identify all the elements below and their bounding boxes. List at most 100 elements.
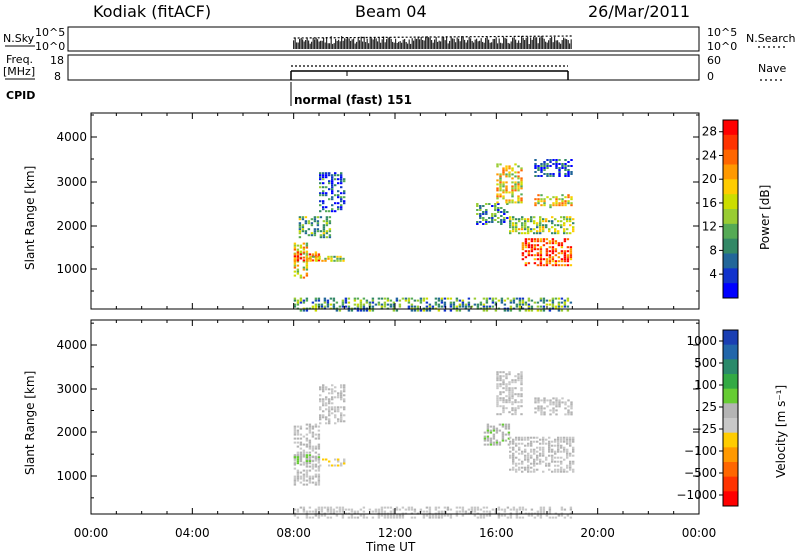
vel-cell: [498, 423, 502, 426]
vel-cell: [314, 475, 318, 478]
power-cell: [371, 305, 375, 308]
vel-cell: [328, 388, 331, 391]
power-colorbar-label: Power [dB]: [758, 185, 772, 250]
velocity-colorbar-tick-label: 100: [694, 378, 717, 392]
power-cell: [482, 305, 486, 308]
vel-cell: [555, 409, 558, 412]
power-cell: [437, 303, 441, 306]
vel-cell: [377, 514, 381, 517]
power-cell: [476, 223, 479, 225]
power-cell: [500, 215, 503, 217]
power-cell: [558, 171, 561, 173]
vel-cell: [308, 439, 312, 442]
vel-cell: [558, 403, 561, 406]
power-cell: [434, 297, 438, 300]
y-tick-label: 1000: [56, 262, 87, 276]
vel-cell: [488, 510, 492, 513]
power-cell: [499, 181, 502, 184]
power-cell: [549, 175, 552, 177]
power-cell: [549, 204, 552, 207]
vel-cell: [517, 395, 520, 398]
power-cell: [293, 244, 297, 247]
vel-cell: [518, 446, 521, 449]
vel-cell: [560, 456, 563, 459]
power-cell: [569, 232, 572, 235]
vel-cell: [422, 514, 426, 517]
power-cell: [317, 299, 321, 302]
power-cell: [563, 238, 567, 241]
vel-cell: [566, 438, 569, 441]
power-cell: [564, 167, 567, 169]
vel-cell: [540, 405, 543, 408]
power-cell: [497, 299, 501, 302]
power-colorbar-tick-label: 16: [702, 196, 717, 210]
power-cell: [443, 297, 447, 300]
power-cell: [560, 226, 563, 229]
vel-cell: [555, 413, 558, 416]
vel-cell: [296, 462, 300, 465]
power-cell: [557, 303, 561, 306]
vel-cell: [317, 469, 321, 472]
power-cell: [499, 177, 502, 180]
power-cell: [464, 303, 468, 306]
vel-cell: [530, 454, 533, 457]
vel-cell: [296, 429, 300, 432]
power-cell: [527, 228, 530, 231]
power-cell: [515, 305, 519, 308]
power-cell: [542, 240, 546, 243]
power-cell: [326, 305, 330, 308]
nsky-tick-top: 10^5: [35, 26, 65, 39]
vel-cell: [498, 443, 502, 446]
power-cell: [557, 256, 561, 259]
power-cell: [566, 254, 570, 257]
vel-cell: [343, 462, 346, 465]
vel-cell: [380, 510, 384, 513]
vel-cell: [572, 460, 575, 463]
date-title: 26/Mar/2011: [588, 2, 690, 21]
power-cell: [572, 228, 575, 231]
power-cell: [301, 216, 305, 219]
vel-cell: [552, 409, 555, 412]
vel-cell: [434, 508, 438, 511]
power-cell: [557, 232, 560, 235]
vel-cell: [518, 506, 522, 509]
power-cell: [491, 217, 494, 219]
freq-tick-bottom: 8: [54, 70, 61, 83]
power-cell: [546, 175, 549, 177]
vel-cell: [555, 399, 558, 402]
power-cell: [545, 252, 549, 255]
power-cell: [499, 173, 502, 176]
power-cell: [328, 234, 332, 237]
vel-cell: [520, 379, 523, 382]
power-cell: [301, 230, 305, 233]
power-cell: [555, 163, 558, 165]
vel-cell: [502, 405, 505, 408]
vel-cell: [508, 389, 511, 392]
vel-cell: [314, 457, 318, 460]
vel-cell: [305, 454, 309, 457]
power-cell: [491, 219, 494, 221]
power-cell: [304, 230, 308, 233]
vel-cell: [557, 436, 560, 439]
vel-cell: [326, 506, 330, 509]
vel-cell: [517, 401, 520, 404]
power-cell: [470, 305, 474, 308]
power-cell: [500, 301, 504, 304]
vel-cell: [404, 508, 408, 511]
vel-cell: [539, 510, 543, 513]
vel-cell: [343, 388, 346, 391]
vel-cell: [383, 510, 387, 513]
vel-cell: [299, 458, 303, 461]
power-cell: [543, 163, 546, 165]
power-cell: [551, 232, 554, 235]
power-cell: [548, 299, 552, 302]
vel-cell: [539, 506, 543, 509]
vel-cell: [511, 393, 514, 396]
vel-cell: [331, 464, 334, 467]
velocity-colorbar-tick-label: 25: [702, 400, 717, 414]
y-tick-label: 3000: [56, 175, 87, 189]
power-cell: [428, 305, 432, 308]
power-cell: [509, 299, 513, 302]
power-cell: [533, 244, 537, 247]
vel-cell: [569, 462, 572, 465]
